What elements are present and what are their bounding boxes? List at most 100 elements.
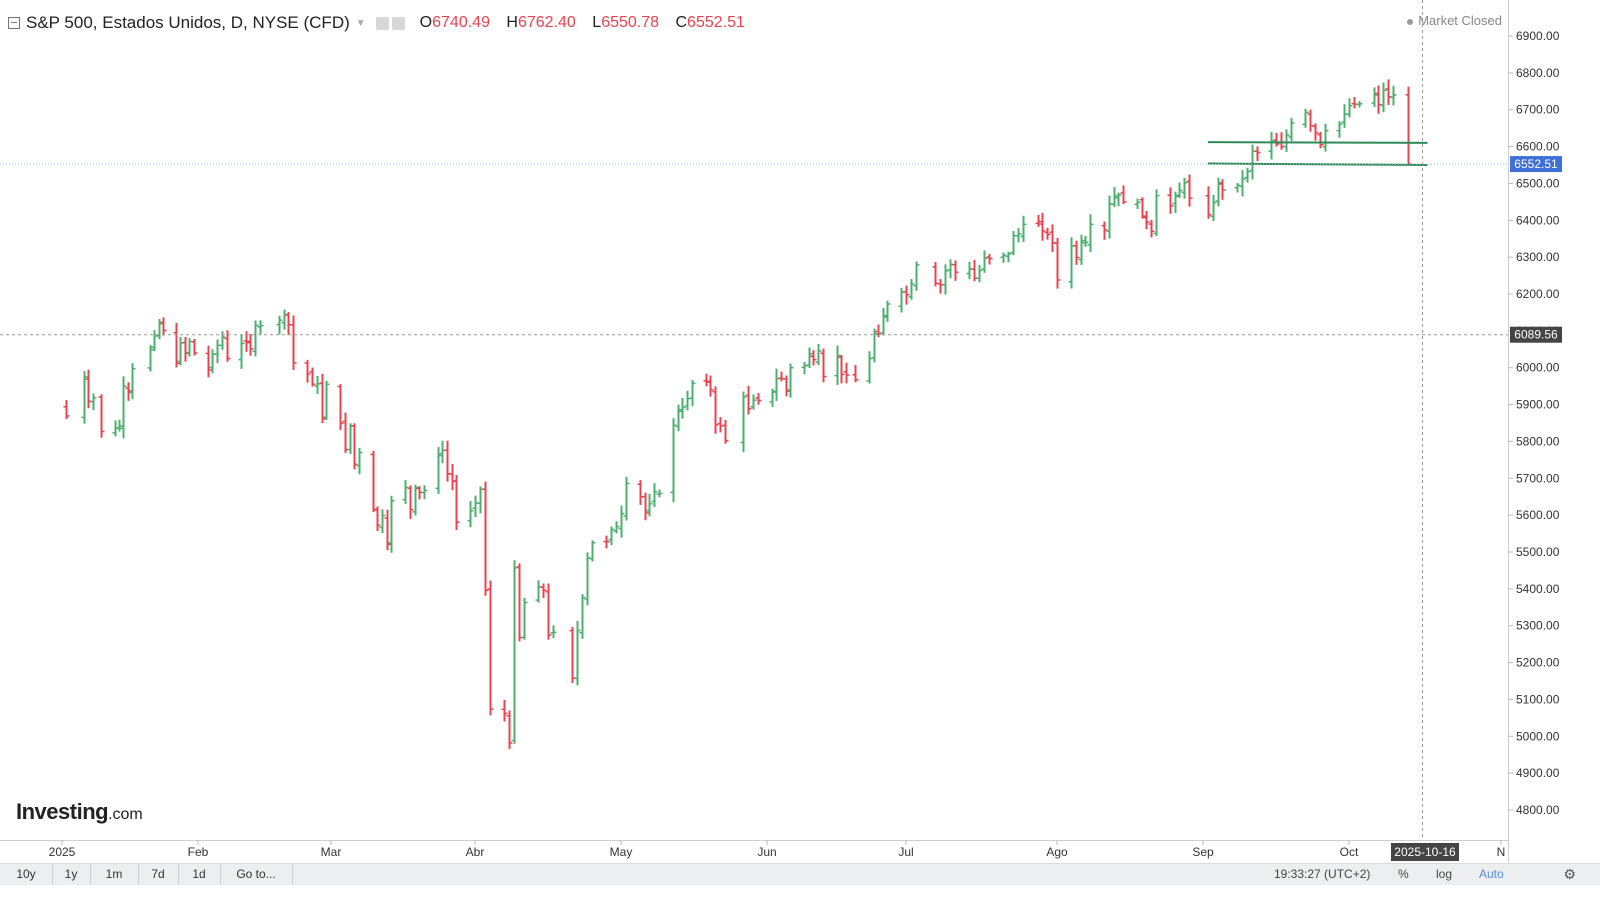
ohlc-bar[interactable] xyxy=(838,355,845,384)
ohlc-bar[interactable] xyxy=(173,322,180,368)
ohlc-bar[interactable] xyxy=(435,447,442,494)
ohlc-bar[interactable] xyxy=(1111,186,1118,208)
ohlc-bar[interactable] xyxy=(205,345,212,378)
ohlc-bar[interactable] xyxy=(120,376,127,439)
ohlc-bar[interactable] xyxy=(304,359,311,383)
ohlc-bar[interactable] xyxy=(379,509,386,534)
range-1y-button[interactable]: 1y xyxy=(52,864,91,885)
ohlc-bar[interactable] xyxy=(309,367,316,387)
ohlc-bar[interactable] xyxy=(90,393,97,411)
ohlc-bar[interactable] xyxy=(646,493,653,517)
ohlc-bar[interactable] xyxy=(1219,179,1226,200)
ohlc-bar[interactable] xyxy=(1268,132,1275,160)
ohlc-bar[interactable] xyxy=(247,333,254,356)
ohlc-bar[interactable] xyxy=(98,394,105,438)
ohlc-bar[interactable] xyxy=(689,379,696,407)
ohlc-bar[interactable] xyxy=(884,300,891,322)
ohlc-bar[interactable] xyxy=(257,320,264,335)
ohlc-bar[interactable] xyxy=(703,373,710,387)
ohlc-bar[interactable] xyxy=(374,506,381,531)
ohlc-bar[interactable] xyxy=(1073,240,1080,265)
ohlc-bar[interactable] xyxy=(1035,214,1042,227)
range-7d-button[interactable]: 7d xyxy=(138,864,179,885)
ohlc-bar[interactable] xyxy=(1186,174,1193,207)
ohlc-bar[interactable] xyxy=(1000,252,1007,263)
ohlc-bar[interactable] xyxy=(384,509,391,551)
ohlc-bar[interactable] xyxy=(1312,123,1319,141)
ohlc-bar[interactable] xyxy=(63,400,70,420)
ohlc-bar[interactable] xyxy=(618,505,625,538)
ohlc-bar[interactable] xyxy=(156,318,163,340)
ohlc-bar[interactable] xyxy=(1205,186,1212,219)
range-1m-button[interactable]: 1m xyxy=(90,864,139,885)
ohlc-bar[interactable] xyxy=(722,420,729,444)
ohlc-bar[interactable] xyxy=(1356,101,1363,108)
ohlc-bar[interactable] xyxy=(1101,221,1108,240)
ohlc-bar[interactable] xyxy=(224,330,231,362)
ohlc-bar[interactable] xyxy=(1234,183,1241,193)
ohlc-bar[interactable] xyxy=(1273,133,1280,147)
ohlc-bar[interactable] xyxy=(129,363,136,400)
ohlc-bar[interactable] xyxy=(319,373,326,424)
ohlc-bar[interactable] xyxy=(1039,212,1046,241)
ohlc-bar[interactable] xyxy=(521,597,528,640)
ohlc-bar[interactable] xyxy=(506,710,513,749)
ohlc-bar[interactable] xyxy=(1020,215,1027,243)
ohlc-bar[interactable] xyxy=(1148,219,1155,238)
ohlc-bar[interactable] xyxy=(501,699,508,722)
ohlc-bar[interactable] xyxy=(1087,214,1094,253)
ohlc-bar[interactable] xyxy=(871,328,878,363)
ohlc-bar[interactable] xyxy=(913,261,920,291)
ohlc-bar[interactable] xyxy=(745,385,752,415)
ohlc-bar[interactable] xyxy=(550,625,557,639)
ohlc-bar[interactable] xyxy=(1215,177,1222,207)
ohlc-bar[interactable] xyxy=(487,580,494,716)
ohlc-bar[interactable] xyxy=(1153,189,1160,236)
ohlc-bar[interactable] xyxy=(388,495,395,553)
ohlc-bar[interactable] xyxy=(125,382,132,401)
collapse-icon[interactable] xyxy=(8,17,20,29)
price-axis[interactable]: 6900.00 6800.00 6700.00 6600.00 6500.00 6400.… xyxy=(1508,29,1560,817)
ohlc-bar[interactable] xyxy=(976,264,983,283)
ohlc-bar[interactable] xyxy=(1176,182,1183,198)
ohlc-bar[interactable] xyxy=(1346,98,1353,118)
ohlc-bar[interactable] xyxy=(801,361,808,375)
ohlc-bar[interactable] xyxy=(1005,251,1012,263)
trendline[interactable] xyxy=(1207,141,1428,144)
ohlc-bar[interactable] xyxy=(191,338,198,356)
ohlc-bar[interactable] xyxy=(642,492,649,521)
ohlc-bar[interactable] xyxy=(623,476,630,521)
ohlc-bar[interactable] xyxy=(740,391,747,453)
ohlc-bar[interactable] xyxy=(238,334,245,369)
ohlc-bar[interactable] xyxy=(608,526,615,546)
ohlc-bar[interactable] xyxy=(783,375,790,397)
percent-toggle[interactable]: % xyxy=(1398,867,1409,881)
ohlc-bar[interactable] xyxy=(1172,191,1179,213)
ohlc-bar[interactable] xyxy=(1317,131,1324,149)
ohlc-bar[interactable] xyxy=(1244,167,1251,183)
ohlc-bar[interactable] xyxy=(707,375,714,397)
ohlc-bar[interactable] xyxy=(1115,192,1122,207)
ohlc-bar[interactable] xyxy=(1054,237,1061,289)
ohlc-bar[interactable] xyxy=(815,343,822,366)
ohlc-bar[interactable] xyxy=(1322,123,1329,152)
ohlc-bar[interactable] xyxy=(545,583,552,640)
eye-icon[interactable] xyxy=(375,16,389,30)
ohlc-bar[interactable] xyxy=(820,348,827,383)
time-axis[interactable]: 2025 Feb Mar Abr May Jun Jul Ago Sep Oct N xyxy=(49,840,1506,859)
ohlc-bar[interactable] xyxy=(1336,121,1343,138)
ohlc-bar[interactable] xyxy=(852,365,859,383)
ohlc-bar[interactable] xyxy=(453,475,460,531)
ohlc-bar[interactable] xyxy=(482,481,489,596)
ohlc-bar[interactable] xyxy=(806,347,813,369)
ohlc-bar[interactable] xyxy=(1288,117,1295,142)
ohlc-bar[interactable] xyxy=(1167,187,1174,214)
ohlc-bar[interactable] xyxy=(584,552,591,606)
ohlc-bar[interactable] xyxy=(407,485,414,519)
ohlc-bar[interactable] xyxy=(467,501,474,528)
auto-toggle[interactable]: Auto xyxy=(1479,867,1504,881)
ohlc-bar[interactable] xyxy=(1134,198,1141,209)
ohlc-bar[interactable] xyxy=(337,384,344,430)
